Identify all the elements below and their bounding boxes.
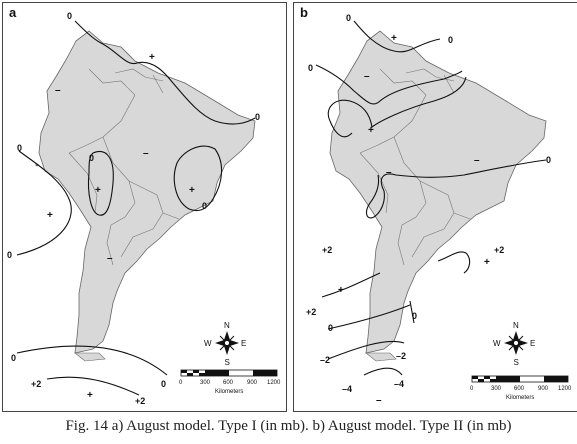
panel-label: b (300, 5, 308, 20)
contour-label: 0 (11, 353, 16, 363)
scale-tick: 600 (514, 386, 525, 392)
contour-label: –4 (394, 379, 404, 389)
compass-n: N (513, 321, 519, 330)
contour-label: –2 (320, 355, 330, 365)
sign-labels-a: + + + + + + – – – – (47, 52, 195, 401)
isobars-a (16, 20, 256, 396)
contour-label: 0 (67, 11, 72, 21)
contour-label: 0 (546, 155, 551, 165)
map-panel-a: a 0 0 0 (2, 2, 287, 412)
scale-unit: Kilometers (215, 389, 243, 395)
contour-label: +2 (31, 379, 41, 389)
south-america-landmass (329, 30, 547, 354)
plus-sign: + (368, 125, 374, 136)
minus-sign: – (55, 85, 61, 96)
compass-e: E (530, 339, 535, 348)
scale-tick: 900 (247, 380, 258, 386)
contour-label: 0 (308, 63, 313, 73)
compass-e: E (241, 339, 246, 348)
contour-label: 0 (255, 112, 260, 122)
map-canvas-a: 0 0 0 0 0 0 0 0 +2 +2 + + + + + + – – – … (7, 11, 281, 406)
panel-label: a (9, 5, 17, 20)
minus-sign: – (386, 167, 392, 178)
minus-sign: – (364, 71, 370, 82)
contour-labels-b: 0 0 0 0 0 +2 +2 +2 0 –2 –2 –4 –4 (306, 13, 551, 394)
contour-label: 0 (202, 201, 207, 211)
scale-tick: 300 (200, 380, 211, 386)
compass-w: W (204, 339, 212, 348)
tierra-del-fuego (365, 352, 397, 362)
country-borders (68, 68, 180, 266)
contour-label: 0 (412, 311, 417, 321)
tierra-del-fuego (74, 352, 106, 362)
plus-sign: + (149, 52, 155, 63)
contour-label: –4 (342, 384, 352, 394)
contour-label: 0 (346, 13, 351, 23)
sign-labels-b: + + + + – – – – (338, 33, 490, 406)
scale-unit: Kilometers (506, 395, 534, 401)
compass-n: N (224, 321, 230, 330)
scale-bar: 0 300 600 900 1200 Kilometers (470, 375, 572, 401)
plus-sign: + (189, 185, 195, 196)
plus-sign: + (484, 257, 490, 268)
compass-rose: N S E W (493, 321, 535, 367)
map-panel-b: b 0 0 0 (293, 2, 577, 412)
scale-tick: 300 (491, 386, 502, 392)
scale-tick: 600 (223, 380, 234, 386)
contour-label: 0 (161, 379, 166, 389)
scale-bar: 0 300 600 900 1200 Kilometers (179, 369, 281, 395)
minus-sign: – (143, 148, 149, 159)
scale-tick: 0 (179, 380, 183, 386)
contour-label: 0 (328, 323, 333, 333)
minus-sign: – (376, 395, 382, 406)
contour-labels-a: 0 0 0 0 0 0 0 0 +2 +2 (7, 11, 260, 406)
plus-sign: + (391, 33, 397, 44)
contour-label: +2 (494, 245, 504, 255)
plus-sign: + (47, 210, 53, 221)
contour-label: 0 (89, 153, 94, 163)
figure-caption: Fig. 14 a) August model. Type I (in mb).… (65, 418, 512, 434)
plus-sign: + (87, 390, 93, 401)
scale-tick: 0 (470, 386, 474, 392)
compass-w: W (493, 339, 501, 348)
scale-tick: 1200 (267, 380, 281, 386)
contour-label: 0 (17, 143, 22, 153)
compass-s: S (225, 358, 230, 367)
plus-sign: + (338, 285, 344, 296)
isobars-b (315, 20, 547, 376)
minus-sign: – (474, 155, 480, 166)
contour-label: –2 (396, 351, 406, 361)
contour-label: 0 (7, 250, 12, 260)
compass-rose: N S E W (204, 321, 246, 367)
contour-label: +2 (135, 396, 145, 406)
plus-sign: + (95, 185, 101, 196)
scale-tick: 1200 (558, 386, 572, 392)
minus-sign: – (107, 253, 113, 264)
contour-label: +2 (322, 245, 332, 255)
compass-s: S (514, 358, 519, 367)
scale-tick: 900 (538, 386, 549, 392)
south-america-landmass (38, 30, 256, 354)
contour-label: 0 (448, 35, 453, 45)
contour-label: +2 (306, 307, 316, 317)
map-canvas-b: 0 0 0 0 0 +2 +2 +2 0 –2 –2 –4 –4 + + + +… (306, 13, 572, 406)
